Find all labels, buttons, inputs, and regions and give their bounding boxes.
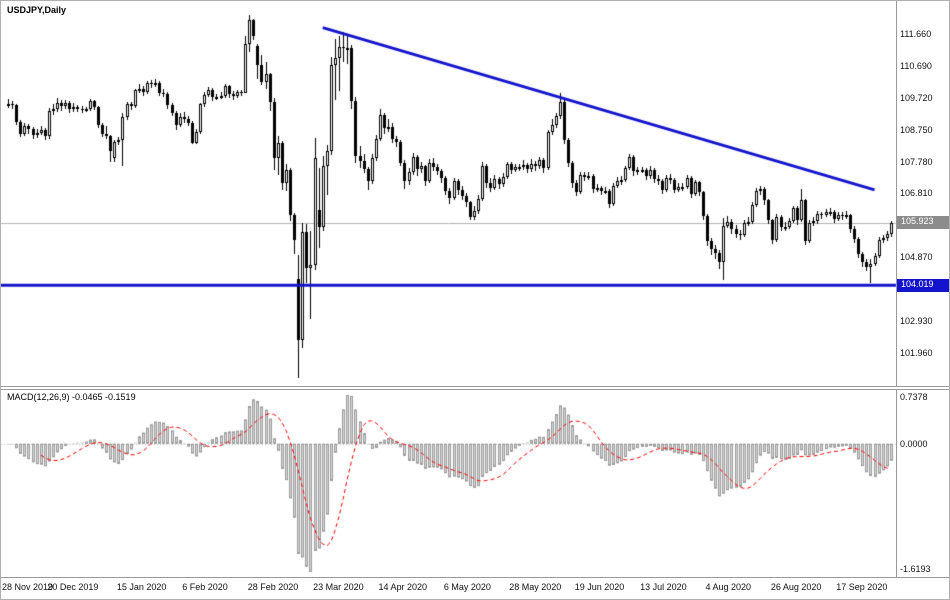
macd-axis-zero-label: 0.0000 [900,438,928,449]
macd-axis-min-label: -1.6193 [900,564,931,574]
macd-axis-max-label: 0.7378 [900,392,928,402]
macd-indicator-label: MACD(12,26,9) -0.0465 -0.1519 [7,392,136,402]
time-axis-separator [1,577,949,578]
price-axis-separator [896,1,897,577]
symbol-title: USDJPY,Daily [7,5,67,15]
current-price-badge: 105.923 [897,216,949,230]
hline-price-badge: 104.019 [897,278,949,292]
pane-splitter[interactable] [1,386,949,390]
